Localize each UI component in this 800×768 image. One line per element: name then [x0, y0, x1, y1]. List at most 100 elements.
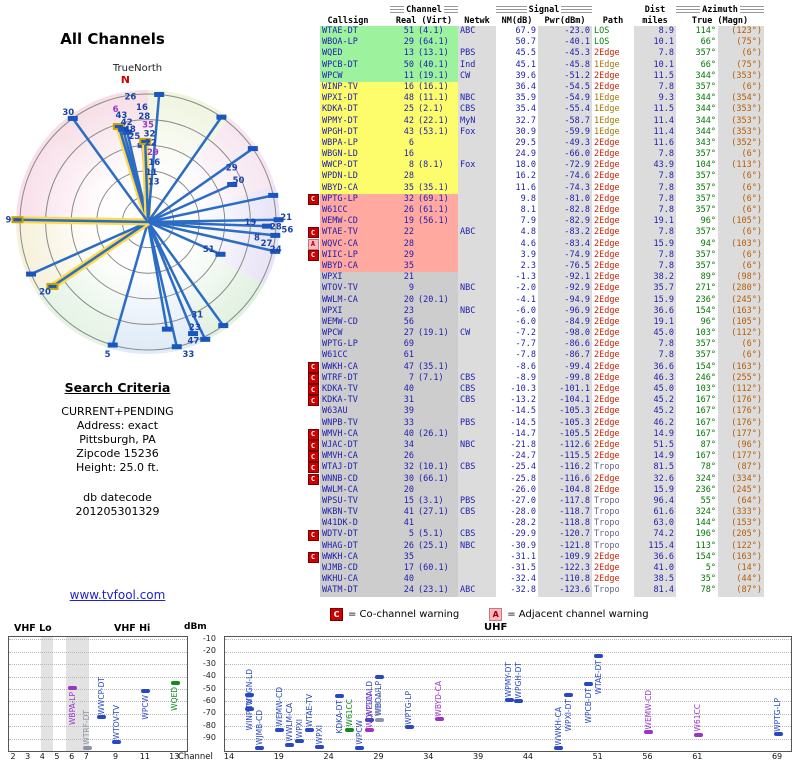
table-cell: 78° [676, 462, 718, 474]
radar-channel-label: 29 [226, 164, 238, 174]
radar-channel-label: 28 [270, 222, 282, 232]
table-cell: 10.1 [634, 59, 676, 71]
radar-channel-label: 27 [261, 239, 273, 249]
table-row: WPXI 21 -1.3 -92.1 2Edge 38.2 89° (98°) [306, 272, 784, 284]
table-cell: -2.0 [496, 283, 538, 295]
warning-cell [306, 26, 320, 37]
table-cell: 8.1 [496, 205, 538, 217]
table-row: WPSU-TV 15 (3.1) PBS -27.0 -117.8 Tropo 96.4 55°… [306, 495, 784, 508]
table-cell: -121.8 [538, 540, 592, 552]
radar-channel-label: 22 [145, 139, 157, 149]
co-channel-warning-icon: C [307, 193, 319, 205]
radar-station-marker [11, 216, 24, 224]
table-cell: 47 [390, 361, 416, 373]
warning-cell [306, 306, 320, 317]
table-cell: NBC [458, 305, 496, 317]
table-cell [458, 451, 496, 463]
table-cell: 29 [390, 37, 416, 49]
table-cell: (6°) [718, 149, 764, 161]
station-label: WPMY-DT [504, 661, 513, 697]
table-row: C WPTG-LP 32 (69.1) 9.8 -81.0 2Edge 7.8 357° (6°) [306, 193, 784, 205]
station-table: Channel Signal Dist Azimuth Callsign Rea… [306, 4, 784, 597]
warning-cell: C [306, 428, 320, 440]
header-group-azimuth: Azimuth [702, 4, 738, 15]
gridline [9, 664, 187, 666]
table-cell: 1Edge [592, 115, 634, 127]
table-cell: (26.1) [416, 428, 458, 440]
table-cell: (87°) [718, 585, 764, 597]
table-cell: -104.8 [538, 484, 592, 496]
table-row: WBGN-LD 16 24.9 -66.0 2Edge 7.8 357° (6°) [306, 149, 784, 161]
station-marker [345, 727, 355, 732]
table-cell [458, 316, 496, 329]
header-group-channel: Channel [406, 4, 442, 15]
radar-channel-label: 42 [121, 118, 133, 128]
table-cell: 7.8 [634, 205, 676, 217]
channel-tick-label: 7 [83, 752, 89, 761]
table-cell: (25.1) [416, 540, 458, 552]
datecode-value: 201205301329 [75, 505, 160, 518]
station-marker [112, 740, 122, 745]
table-cell: -29.9 [496, 529, 538, 541]
radar-station-marker [216, 114, 227, 120]
table-cell: 11.6 [496, 182, 538, 194]
table-cell: 29.5 [496, 137, 538, 150]
table-cell: 32.7 [496, 115, 538, 127]
station-marker [434, 717, 444, 722]
table-cell: 357° [676, 339, 718, 351]
table-cell: 41 [390, 507, 416, 519]
radar-station-marker [107, 342, 118, 348]
table-cell: 28 [390, 171, 416, 183]
table-cell: (177°) [718, 451, 764, 463]
radar-station-marker [270, 232, 281, 238]
radar-channel-label: 31 [191, 311, 203, 321]
table-cell [458, 361, 496, 373]
table-cell: 236° [676, 484, 718, 496]
criteria-line: Pittsburgh, PA [79, 433, 156, 446]
dbm-tick-label: -20 [202, 646, 216, 656]
table-cell: 357° [676, 171, 718, 183]
warning-cell: C [306, 440, 320, 452]
table-cell [416, 316, 458, 329]
table-cell: -123.6 [538, 585, 592, 597]
table-cell: WKHU-CA [320, 574, 390, 586]
table-cell: 94° [676, 238, 718, 250]
table-cell: ABC [458, 26, 496, 38]
table-cell: 66° [676, 59, 718, 71]
header-nm: NM(dB) [501, 15, 533, 26]
radar-channel-label: 6 [113, 105, 119, 115]
table-cell: -6.0 [496, 316, 538, 329]
table-cell: (20.1) [416, 294, 458, 306]
table-cell: (75°) [718, 59, 764, 71]
truenorth-label: TrueNorth [112, 63, 163, 74]
station-label: WPXI [314, 724, 324, 745]
radar-channel-label: 26 [124, 93, 136, 103]
tvfool-link[interactable]: www.tvfool.com [69, 588, 166, 602]
radar-station-marker [154, 91, 165, 97]
table-cell: 2Edge [592, 428, 634, 440]
table-cell: 66° [676, 37, 718, 49]
table-cell: WTAE-DT [320, 26, 390, 38]
station-marker [255, 746, 265, 750]
radar-spoke [146, 116, 223, 223]
table-cell: 41 [390, 518, 416, 530]
table-cell: 103° [676, 328, 718, 340]
table-cell: -74.9 [538, 249, 592, 261]
table-cell: 103° [676, 384, 718, 396]
table-cell [416, 417, 458, 429]
gridline [225, 639, 791, 641]
warning-cell [306, 82, 320, 93]
table-cell: 15.9 [634, 484, 676, 496]
station-label: WWCP-DT [96, 676, 106, 715]
table-cell: 11 [390, 70, 416, 82]
table-cell: -99.8 [538, 372, 592, 384]
table-cell: 1Edge [592, 126, 634, 138]
table-cell: 9.8 [496, 193, 538, 205]
warning-cell: A [306, 238, 320, 250]
vhf-signal-panel: WBPA-LP WTRF-DT WWCP-DT WTOV-TV WPCW WQED [8, 636, 188, 752]
table-cell: 36.4 [496, 81, 538, 94]
table-row: C WDTV-DT 5 (5.1) CBS -29.9 -120.7 Tropo 74.2 196… [306, 529, 784, 541]
station-marker [245, 706, 255, 711]
station-marker [245, 692, 255, 697]
radar-spoke [146, 221, 207, 340]
